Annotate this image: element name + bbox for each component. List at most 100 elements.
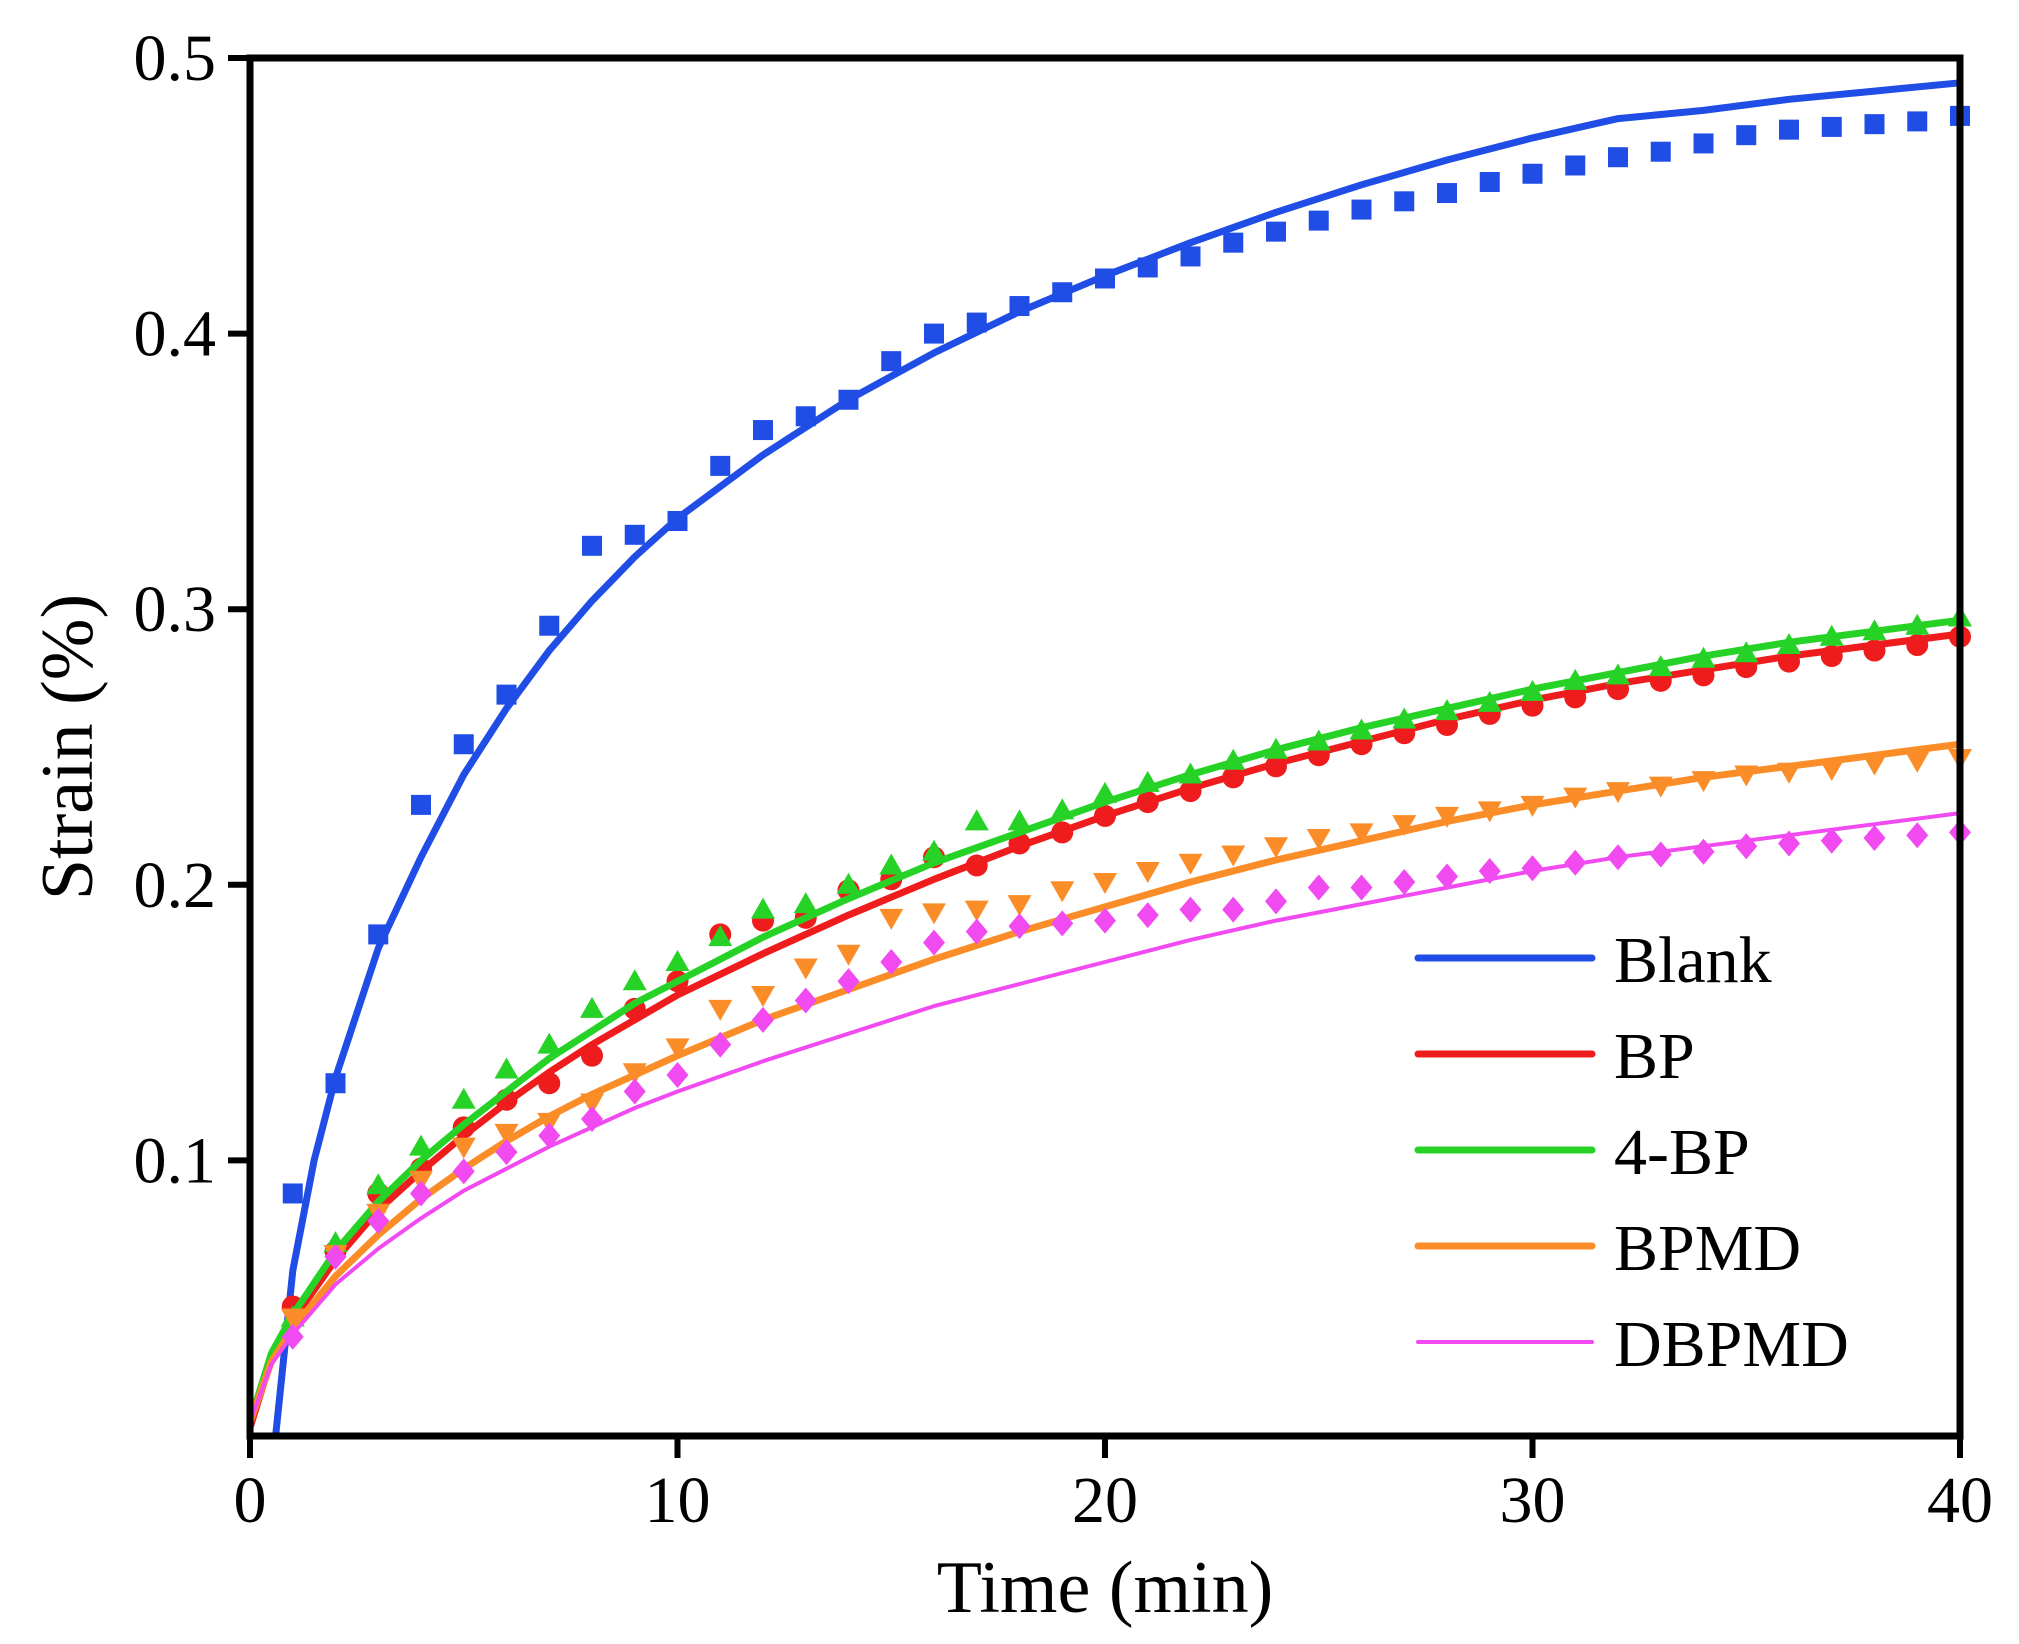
bpmd-point xyxy=(1050,881,1075,903)
blank-point xyxy=(1437,183,1457,204)
dbpmd-point xyxy=(1564,849,1587,876)
4-bp-point xyxy=(1221,748,1246,770)
blank-point xyxy=(1479,172,1500,193)
bp-point xyxy=(1906,634,1929,657)
4-bp-point xyxy=(1606,663,1630,685)
bp-point xyxy=(1564,686,1587,709)
blank-point xyxy=(624,524,645,545)
bpmd-point xyxy=(1563,787,1588,809)
dbpmd-point xyxy=(1008,913,1031,940)
bp-point xyxy=(965,854,988,877)
bpmd-point xyxy=(1905,751,1930,773)
axis-ticks: 0 10 20 30 40 0.1 0.2 0.3 0.4 0.5 xyxy=(134,22,1994,1537)
4-bp-point xyxy=(1392,707,1417,729)
blank-point xyxy=(1223,232,1244,253)
bpmd-point xyxy=(879,908,904,930)
blank-point xyxy=(753,420,773,441)
bp-point xyxy=(1820,645,1843,668)
dbpmd-point xyxy=(923,929,945,956)
blank-point xyxy=(1779,119,1799,140)
4-bp-fit-line xyxy=(246,616,1964,1426)
dbpmd-point xyxy=(1906,822,1929,849)
legend-entry-bpmd: BPMD xyxy=(1414,1212,1801,1285)
dbpmd-point xyxy=(1307,874,1330,901)
bpmd-point xyxy=(1349,823,1374,845)
blank-point xyxy=(1821,116,1842,137)
legend-entry-4-bp: 4-BP xyxy=(1414,1116,1750,1189)
y-tick-label: 0.1 xyxy=(134,1124,217,1197)
4-bp-point xyxy=(1734,641,1759,663)
bp-point xyxy=(581,1044,603,1067)
bpmd-point xyxy=(1648,776,1673,798)
bp-point xyxy=(1692,664,1715,687)
dbpmd-point xyxy=(623,1078,646,1105)
4-bp-point xyxy=(708,925,733,947)
legend-label: BP xyxy=(1614,1020,1695,1093)
bpmd-point xyxy=(494,1123,519,1145)
dbpmd-point xyxy=(1863,824,1886,851)
4-bp-point xyxy=(1819,624,1844,646)
bp-point xyxy=(1863,639,1886,662)
4-bp-point xyxy=(964,809,989,831)
blank-point xyxy=(1394,191,1415,212)
4-bp-point xyxy=(836,872,861,894)
x-tick-label: 20 xyxy=(1072,1464,1138,1537)
blank-point xyxy=(325,1073,346,1094)
blank-point xyxy=(1907,111,1928,132)
dbpmd-point xyxy=(1179,896,1202,923)
blank-point xyxy=(966,312,987,333)
dbpmd-point xyxy=(1136,902,1159,929)
x-tick-label: 10 xyxy=(645,1464,711,1537)
4-bp-point xyxy=(1777,633,1801,655)
blank-point xyxy=(1351,199,1372,220)
4-bp-point xyxy=(580,996,604,1018)
series-blank xyxy=(272,79,1970,1440)
4-bp-point xyxy=(1862,619,1887,641)
series-bpmd xyxy=(246,740,1972,1426)
bpmd-point xyxy=(622,1063,647,1085)
dbpmd-point xyxy=(1350,874,1373,901)
4-bp-point xyxy=(1435,699,1459,721)
bpmd-point xyxy=(1178,853,1203,875)
4-bp-point xyxy=(1007,809,1032,831)
series-4-bp xyxy=(246,605,1972,1426)
dbpmd-point xyxy=(538,1122,561,1149)
bp-point xyxy=(1136,791,1159,814)
y-tick-label: 0.3 xyxy=(134,573,217,646)
4-bp-point xyxy=(1349,718,1374,740)
blank-point xyxy=(1137,257,1158,278)
blank-point xyxy=(1565,155,1586,176)
x-tick-label: 40 xyxy=(1927,1464,1993,1537)
blank-point xyxy=(1095,268,1115,289)
dbpmd-point xyxy=(752,1006,774,1033)
bpmd-point xyxy=(580,1093,604,1115)
4-bp-point xyxy=(1691,646,1716,668)
legend-entry-dbpmd: DBPMD xyxy=(1416,1308,1849,1381)
dbpmd-point xyxy=(367,1208,390,1235)
4-bp-point xyxy=(751,897,775,919)
x-tick-label: 30 xyxy=(1500,1464,1566,1537)
bpmd-point xyxy=(1007,895,1032,917)
dbpmd-point xyxy=(1265,888,1287,915)
dbpmd-point xyxy=(281,1323,304,1350)
legend-label: BPMD xyxy=(1614,1212,1801,1285)
blank-point xyxy=(1608,147,1628,168)
4-bp-point xyxy=(1648,655,1673,677)
bpmd-point xyxy=(1520,795,1545,817)
y-tick-label: 0.5 xyxy=(134,22,217,95)
bpmd-point xyxy=(1135,862,1160,884)
4-bp-point xyxy=(922,839,946,861)
legend: Blank BP 4-BP BPMD DBPMD xyxy=(1414,924,1849,1381)
4-bp-point xyxy=(879,853,904,875)
4-bp-point xyxy=(366,1173,391,1195)
dbpmd-point xyxy=(495,1139,518,1166)
y-axis-title: Strain (%) xyxy=(27,594,109,900)
bpmd-point xyxy=(451,1137,476,1159)
legend-label: Blank xyxy=(1614,924,1772,997)
bpmd-point xyxy=(1606,782,1630,804)
dbpmd-point xyxy=(709,1031,732,1058)
4-bp-point xyxy=(1178,762,1203,784)
bp-point xyxy=(1179,780,1202,803)
dbpmd-point xyxy=(410,1180,432,1207)
bpmd-point xyxy=(1691,771,1716,793)
